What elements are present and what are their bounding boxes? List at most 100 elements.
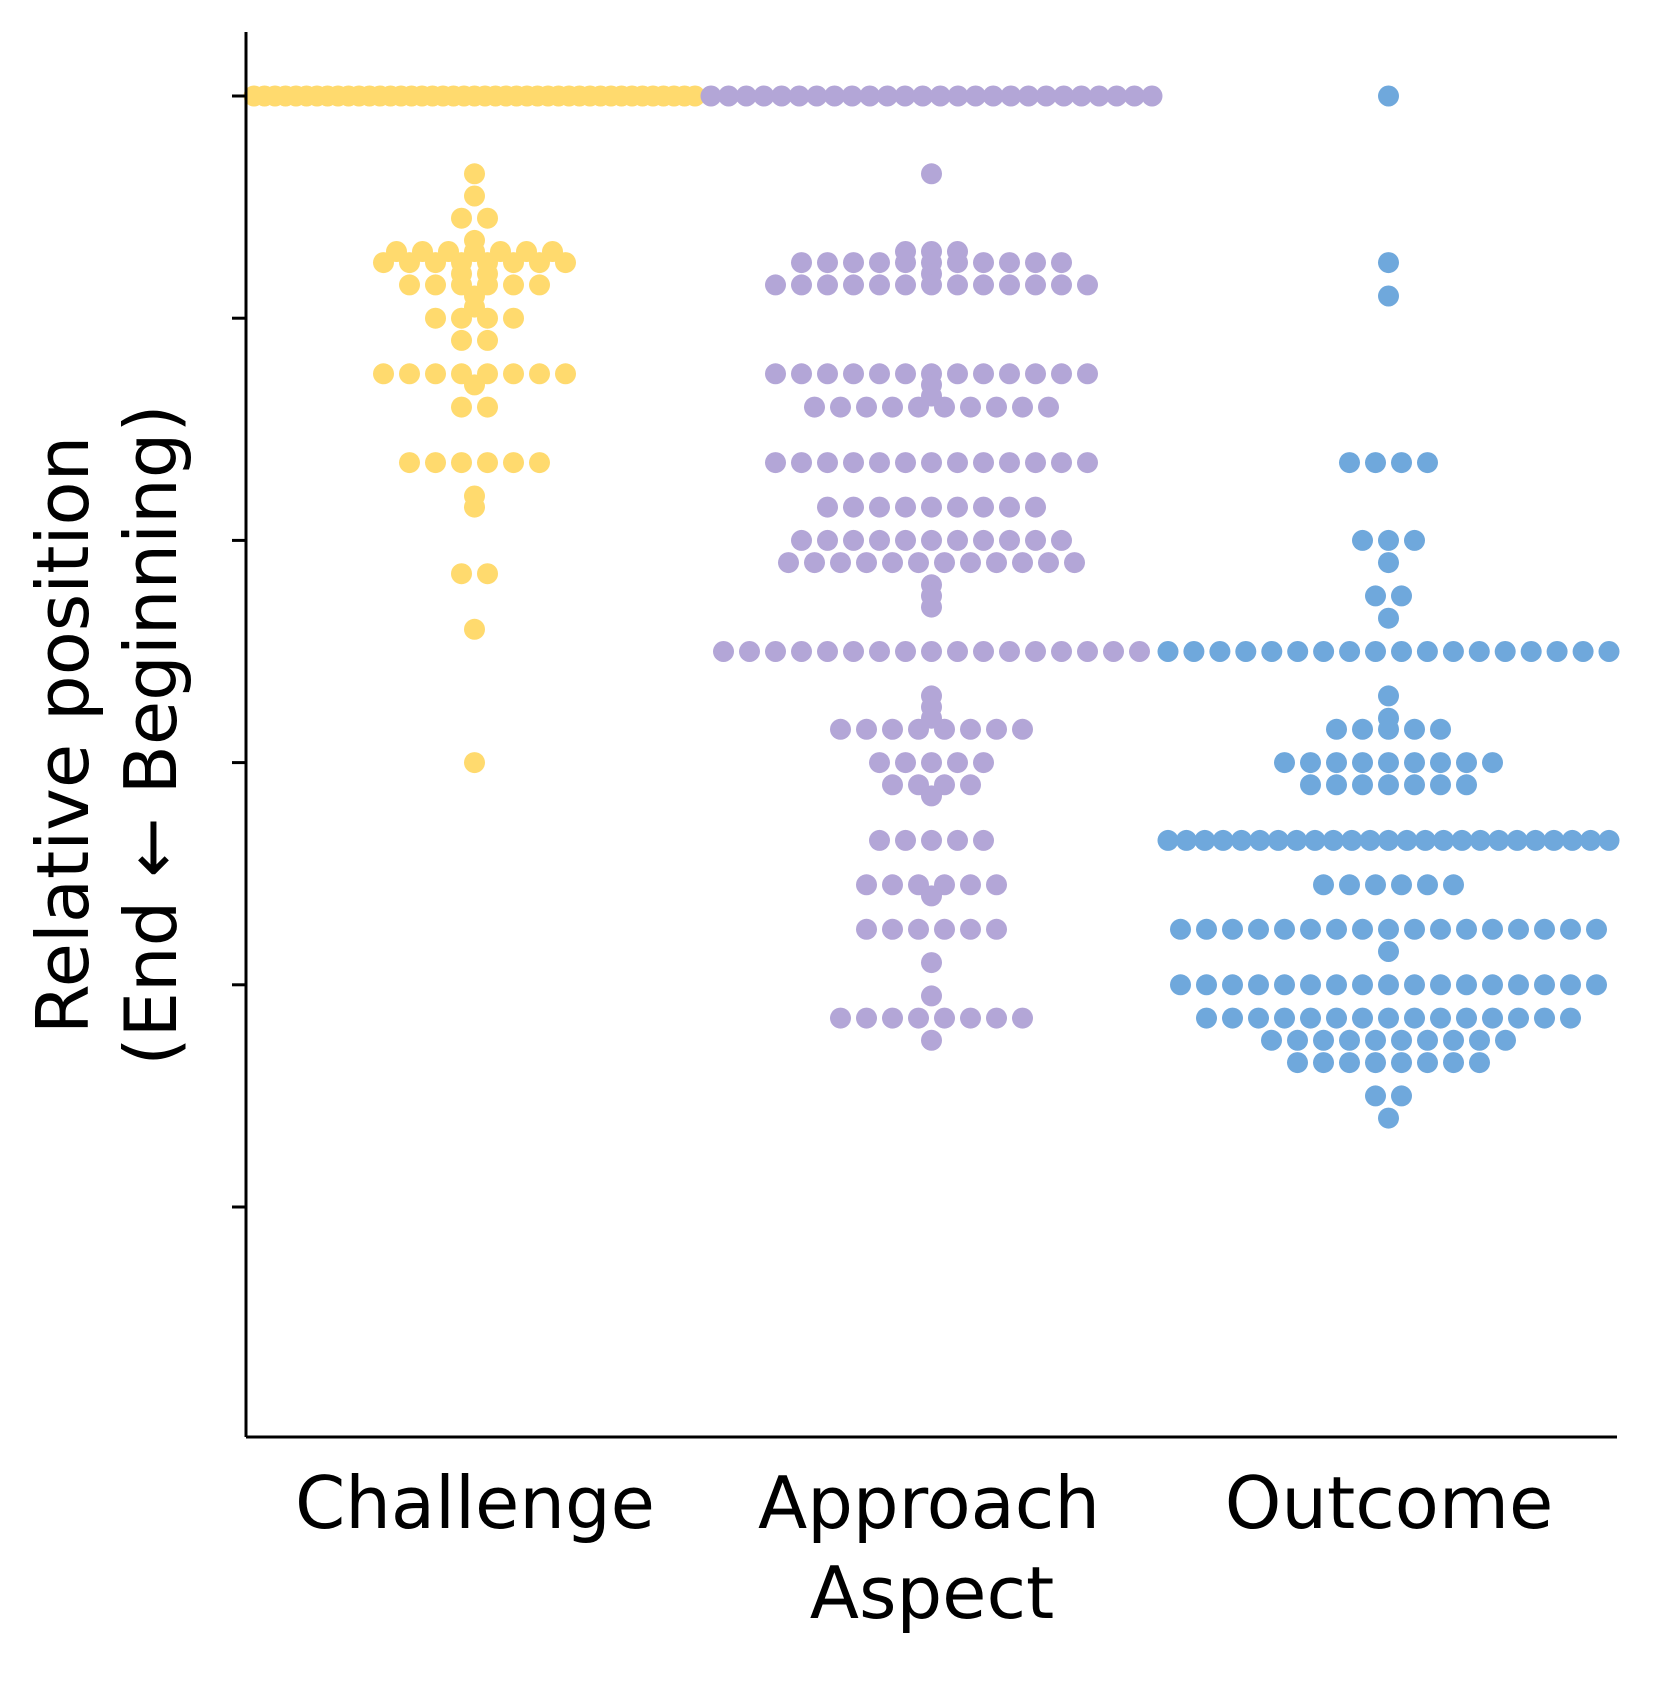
data-point-outcome [1598, 829, 1620, 851]
data-point-outcome [1586, 918, 1607, 940]
data-point-outcome [1561, 829, 1583, 851]
data-point-approach [882, 1007, 903, 1029]
data-point-outcome [1598, 641, 1620, 662]
data-point-approach [1038, 396, 1059, 418]
data-point-challenge [503, 307, 524, 329]
data-point-challenge [451, 307, 472, 329]
data-point-outcome [1443, 874, 1464, 896]
data-point-challenge [503, 252, 524, 274]
data-point-approach [947, 641, 968, 662]
data-point-approach [960, 1007, 981, 1029]
data-point-approach [1051, 529, 1072, 551]
data-point-outcome [1300, 918, 1321, 940]
data-point-approach [921, 163, 942, 185]
data-point-outcome [1378, 829, 1399, 851]
data-point-approach [947, 363, 968, 385]
data-point-approach [856, 718, 877, 740]
data-point-approach [1051, 452, 1072, 474]
data-point-approach [856, 396, 877, 418]
data-point-outcome [1212, 829, 1234, 851]
data-point-outcome [1231, 829, 1252, 851]
data-point-approach [1077, 363, 1098, 385]
data-point-outcome [1352, 752, 1373, 774]
data-point-challenge [529, 452, 550, 474]
data-point-outcome [1341, 829, 1363, 851]
data-point-approach [830, 396, 851, 418]
data-point-approach [921, 452, 942, 474]
data-point-outcome [1572, 641, 1594, 662]
data-point-approach [986, 1007, 1007, 1029]
data-point-approach [908, 396, 929, 418]
data-point-outcome [1222, 974, 1243, 996]
data-point-outcome [1326, 718, 1347, 740]
data-point-outcome [1508, 918, 1529, 940]
data-point-outcome [1352, 529, 1373, 551]
data-point-outcome [1404, 918, 1425, 940]
data-point-approach [765, 274, 786, 296]
data-point-outcome [1378, 552, 1399, 574]
data-point-approach [859, 85, 881, 107]
data-point-approach [999, 496, 1020, 518]
data-point-outcome [1495, 1029, 1516, 1051]
data-point-challenge [451, 396, 472, 418]
data-point-outcome [1274, 1007, 1295, 1029]
data-point-approach [1025, 452, 1046, 474]
data-point-approach [739, 641, 760, 662]
data-point-outcome [1378, 529, 1399, 551]
data-point-outcome [1442, 641, 1464, 662]
data-point-outcome [1365, 585, 1386, 607]
data-point-challenge [464, 618, 485, 640]
data-point-approach [1088, 85, 1110, 107]
data-point-approach [934, 718, 955, 740]
data-point-outcome [1170, 918, 1191, 940]
data-point-challenge [477, 329, 498, 351]
data-point-approach [771, 85, 793, 107]
data-point-outcome [1506, 829, 1528, 851]
data-point-outcome [1170, 974, 1191, 996]
data-point-challenge [529, 363, 550, 385]
data-point-approach [1012, 718, 1033, 740]
data-point-approach [1103, 641, 1124, 662]
data-point-approach [929, 85, 951, 107]
data-point-approach [895, 829, 916, 851]
data-point-outcome [1469, 1029, 1490, 1051]
data-point-challenge [477, 396, 498, 418]
data-point-outcome [1326, 1007, 1347, 1029]
data-point-outcome [1183, 641, 1205, 662]
data-point-approach [1077, 641, 1098, 662]
data-point-challenge [464, 185, 485, 207]
data-point-outcome [1378, 285, 1399, 307]
data-point-outcome [1352, 774, 1373, 796]
data-point-approach [921, 885, 942, 907]
data-point-outcome [1300, 774, 1321, 796]
data-point-outcome [1404, 774, 1425, 796]
data-point-approach [1025, 252, 1046, 274]
data-point-approach [934, 918, 955, 940]
data-point-approach [960, 396, 981, 418]
data-point-approach [882, 918, 903, 940]
data-point-outcome [1209, 641, 1231, 662]
data-point-approach [817, 641, 838, 662]
data-point-approach [1000, 85, 1022, 107]
data-point-outcome [1300, 974, 1321, 996]
data-point-outcome [1430, 918, 1451, 940]
data-point-outcome [1456, 774, 1477, 796]
data-point-approach [999, 252, 1020, 274]
data-point-approach [1051, 363, 1072, 385]
data-point-approach [869, 496, 890, 518]
data-point-challenge [464, 163, 485, 185]
data-point-approach [960, 718, 981, 740]
data-point-challenge [451, 207, 472, 229]
data-point-challenge [503, 274, 524, 296]
data-point-approach [804, 396, 825, 418]
data-point-outcome [1443, 1052, 1464, 1074]
data-point-approach [1051, 252, 1072, 274]
data-point-approach [921, 529, 942, 551]
data-point-outcome [1378, 974, 1399, 996]
data-point-challenge [477, 207, 498, 229]
data-point-approach [973, 452, 994, 474]
data-point-outcome [1404, 1007, 1425, 1029]
data-point-outcome [1196, 918, 1217, 940]
data-point-outcome [1274, 752, 1295, 774]
data-point-outcome [1222, 918, 1243, 940]
